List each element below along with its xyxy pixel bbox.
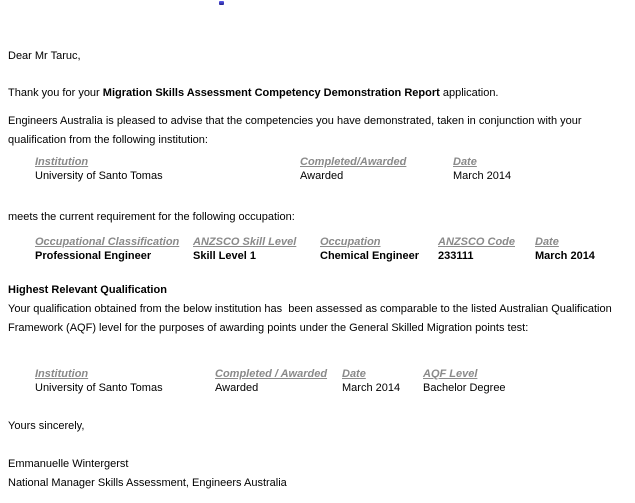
aqf-institution-header: Institution <box>35 368 89 380</box>
completed-awarded-header: Completed/Awarded <box>300 156 407 168</box>
aqf-date-column: Date March 2014 <box>342 368 400 395</box>
aqf-completed-awarded-header: Completed / Awarded <box>215 368 328 380</box>
occupation-value: Chemical Engineer <box>320 250 420 262</box>
aqf-institution-column: Institution University of Santo Tomas <box>35 368 163 395</box>
aqf-date-header: Date <box>342 368 366 380</box>
qualification-paragraph: Your qualification obtained from the bel… <box>8 303 615 334</box>
aqf-completed-awarded-column: Completed / Awarded Awarded <box>215 368 327 395</box>
date-column: Date March 2014 <box>453 156 511 183</box>
occupation-date-header: Date <box>535 236 559 248</box>
signature-title: National Manager Skills Assessment, Engi… <box>8 477 287 489</box>
anzsco-skill-level-value: Skill Level 1 <box>193 250 256 262</box>
signature-name: Emmanuelle Wintergerst <box>8 458 129 470</box>
occupation-date-value: March 2014 <box>535 250 595 262</box>
advise-paragraph: Engineers Australia is pleased to advise… <box>8 115 585 146</box>
occupational-classification-header: Occupational Classification <box>35 236 180 248</box>
institution-column: Institution University of Santo Tomas <box>35 156 163 183</box>
occupation-date-column: Date March 2014 <box>535 236 595 263</box>
thank-you-suffix: application. <box>439 87 499 99</box>
salutation: Dear Mr Taruc, <box>8 50 81 62</box>
anzsco-code-column: ANZSCO Code 233111 <box>438 236 515 263</box>
aqf-level-value: Bachelor Degree <box>423 382 506 394</box>
closing: Yours sincerely, <box>8 420 85 432</box>
aqf-completed-awarded-value: Awarded <box>215 382 259 394</box>
thank-you-paragraph: Thank you for your Migration Skills Asse… <box>8 84 620 103</box>
report-title-bold: Migration Skills Assessment Competency D… <box>102 87 440 99</box>
occupational-classification-column: Occupational Classification Professional… <box>35 236 179 263</box>
date-value: March 2014 <box>453 170 512 182</box>
occupational-classification-value: Professional Engineer <box>35 250 152 262</box>
anzsco-code-value: 233111 <box>438 250 474 262</box>
anzsco-skill-level-column: ANZSCO Skill Level Skill Level 1 <box>193 236 296 263</box>
top-edge-artifact-mark <box>219 1 224 5</box>
occupation-column: Occupation Chemical Engineer <box>320 236 419 263</box>
completed-awarded-column: Completed/Awarded Awarded <box>300 156 406 183</box>
aqf-level-header: AQF Level <box>423 368 478 380</box>
aqf-institution-value: University of Santo Tomas <box>35 382 163 394</box>
highest-relevant-qualification-heading: Highest Relevant Qualification <box>8 284 167 296</box>
institution-header: Institution <box>35 156 89 168</box>
thank-you-prefix: Thank you for your <box>8 87 103 99</box>
anzsco-code-header: ANZSCO Code <box>438 236 515 248</box>
anzsco-skill-level-header: ANZSCO Skill Level <box>193 236 297 248</box>
institution-value: University of Santo Tomas <box>35 170 163 182</box>
meets-requirement-paragraph: meets the current requirement for the fo… <box>8 211 295 223</box>
date-header: Date <box>453 156 477 168</box>
occupation-header: Occupation <box>320 236 381 248</box>
aqf-level-column: AQF Level Bachelor Degree <box>423 368 506 395</box>
aqf-date-value: March 2014 <box>342 382 401 394</box>
completed-awarded-value: Awarded <box>300 170 344 182</box>
signature-block: Emmanuelle Wintergerst National Manager … <box>8 455 287 493</box>
